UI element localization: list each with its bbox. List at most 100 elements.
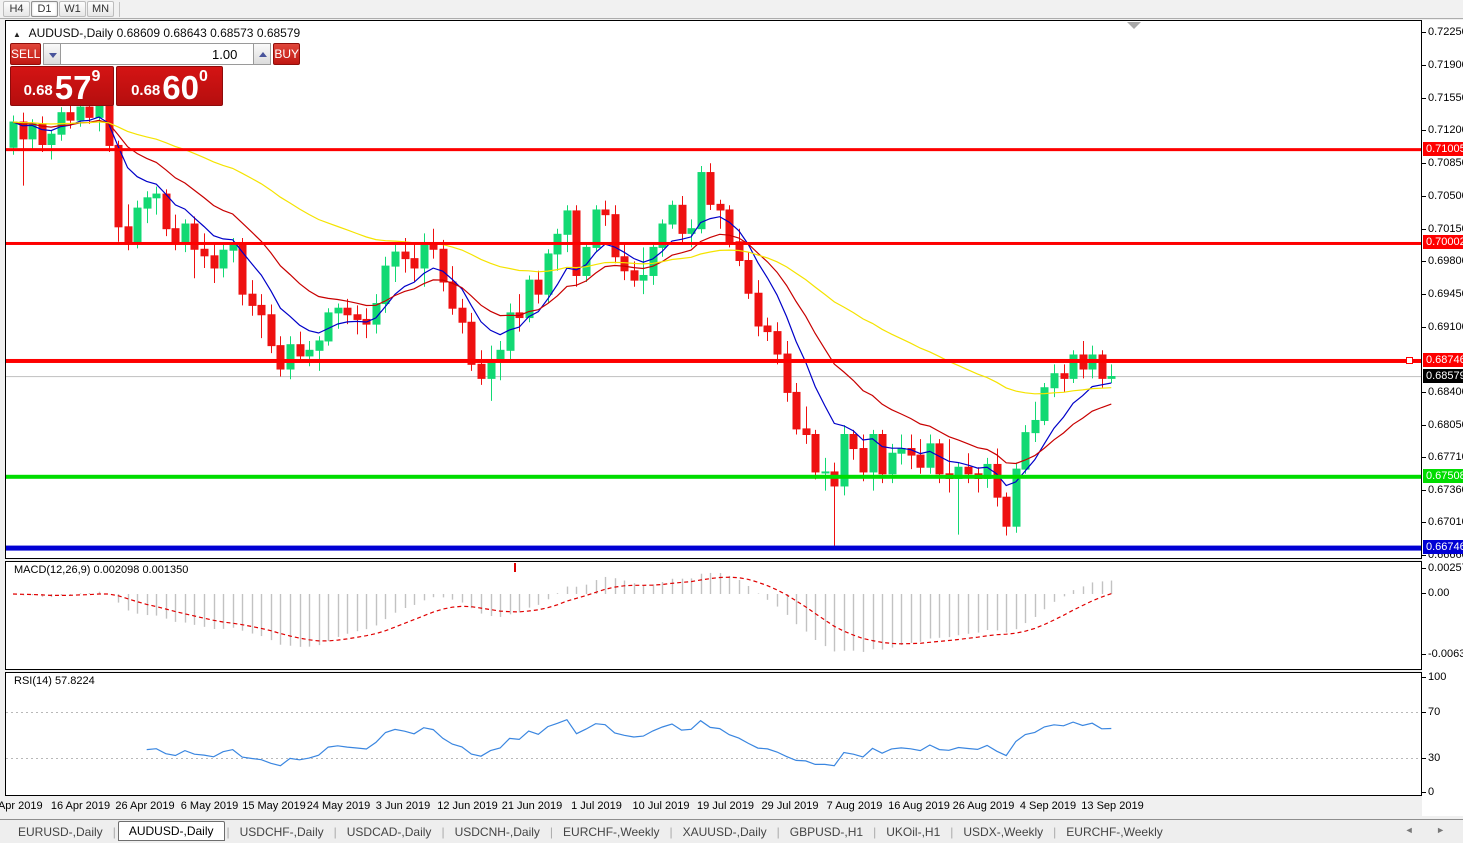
timeframe-button-w1[interactable]: W1 xyxy=(59,1,86,17)
macd-panel: MACD(12,26,9) 0.002098 0.001350 xyxy=(5,561,1422,670)
buy-button[interactable]: BUY xyxy=(273,43,301,65)
rsi-name: RSI(14) xyxy=(14,675,52,687)
hline-0.70002[interactable] xyxy=(6,241,1421,245)
candle xyxy=(448,266,457,315)
volume-input[interactable] xyxy=(61,43,254,65)
symbol-header: ▲ AUDUSD-,Daily 0.68609 0.68643 0.68573 … xyxy=(13,26,300,40)
candle xyxy=(1050,364,1059,398)
tab-usdcnh-daily[interactable]: USDCNH-,Daily xyxy=(454,824,540,839)
macd-signal-line xyxy=(12,576,1112,645)
date-label: 15 May 2019 xyxy=(242,800,306,812)
candle xyxy=(1031,401,1040,442)
candle xyxy=(410,242,419,283)
candle xyxy=(754,280,763,337)
tab-eurchf-weekly[interactable]: EURCHF-,Weekly xyxy=(1066,824,1163,839)
candle xyxy=(47,130,56,160)
candle xyxy=(1002,492,1011,536)
date-label: 7 Apr 2019 xyxy=(0,800,43,812)
sell-button[interactable]: SELL xyxy=(10,43,42,65)
candle xyxy=(783,340,792,402)
tab-eurusd-daily[interactable]: EURUSD-,Daily xyxy=(18,824,103,839)
sell-price-box[interactable]: 0.68 57 9 xyxy=(10,66,114,106)
date-label: 16 Aug 2019 xyxy=(888,800,950,812)
buy-price-box[interactable]: 0.68 60 0 xyxy=(116,66,223,106)
candle xyxy=(190,216,199,279)
candle xyxy=(974,467,983,493)
tab-usdx-weekly[interactable]: USDX-,Weekly xyxy=(963,824,1044,839)
price-tick-mark xyxy=(1422,228,1426,230)
timeframe-button-h4[interactable]: H4 xyxy=(3,1,30,17)
price-level-badge: 0.67508 xyxy=(1423,468,1463,483)
tab-separator: | xyxy=(776,824,780,839)
collapse-panel-icon[interactable]: ▲ xyxy=(13,30,21,39)
candle xyxy=(257,294,266,339)
tab-eurchf-weekly[interactable]: EURCHF-,Weekly xyxy=(563,824,660,839)
candle xyxy=(534,270,543,304)
candle xyxy=(630,261,639,287)
timeframe-button-d1[interactable]: D1 xyxy=(31,1,58,17)
hline-drag-handle[interactable] xyxy=(1406,357,1413,364)
tab-scroll-right-icon[interactable]: ► xyxy=(1436,825,1455,835)
candle xyxy=(267,304,276,354)
rsi-tick-label: 70 xyxy=(1428,705,1441,718)
price-tick-mark xyxy=(1422,392,1426,394)
tab-xauusd-daily[interactable]: XAUUSD-,Daily xyxy=(682,824,767,839)
ohlc-low: 0.68573 xyxy=(210,26,254,40)
date-label: 29 Jul 2019 xyxy=(761,800,819,812)
price-tick-mark xyxy=(1422,32,1426,34)
price-level-badge: 0.71005 xyxy=(1423,141,1463,156)
current-price-badge: 0.68579 xyxy=(1423,368,1463,383)
price-level-badge: 0.66746 xyxy=(1423,540,1463,555)
hline-0.67508[interactable] xyxy=(6,474,1421,479)
candle xyxy=(1021,425,1030,474)
date-label: 10 Jul 2019 xyxy=(632,800,690,812)
volume-decrease-button[interactable] xyxy=(43,43,62,65)
tab-usdcad-daily[interactable]: USDCAD-,Daily xyxy=(346,824,432,839)
candle xyxy=(1107,364,1116,384)
chart-scroll-marker-icon[interactable] xyxy=(1127,22,1141,29)
candle xyxy=(763,317,772,341)
price-tick-mark xyxy=(1422,489,1426,491)
candle xyxy=(210,242,219,283)
volume-increase-button[interactable] xyxy=(253,43,272,65)
timeframe-toolbar: H4 D1 W1 MN xyxy=(0,0,1463,19)
candle xyxy=(362,308,371,339)
tab-scroll-arrows[interactable]: ◄ ► xyxy=(1405,825,1455,835)
hline-0.68746[interactable] xyxy=(6,358,1421,363)
price-tick-mark xyxy=(1422,195,1426,197)
candle xyxy=(477,350,486,385)
candle xyxy=(487,345,496,401)
tab-scroll-left-icon[interactable]: ◄ xyxy=(1404,825,1424,835)
tab-gbpusd-h1[interactable]: GBPUSD-,H1 xyxy=(789,824,864,839)
candle xyxy=(706,163,715,210)
candle xyxy=(678,195,687,243)
candle xyxy=(343,298,352,325)
candle xyxy=(248,280,257,316)
tab-audusd-daily[interactable]: AUDUSD-,Daily xyxy=(117,821,225,841)
candlestick-chart xyxy=(6,98,1421,551)
timeframe-button-mn[interactable]: MN xyxy=(87,1,114,17)
hline-0.66746[interactable] xyxy=(6,545,1421,551)
candle xyxy=(38,116,47,152)
candle xyxy=(286,336,295,380)
main-chart-panel xyxy=(5,20,1422,559)
candle xyxy=(200,233,209,268)
candle xyxy=(926,434,935,474)
tab-ukoil-h1[interactable]: UKOil-,H1 xyxy=(886,824,941,839)
macd-tick-label: 0.00 xyxy=(1428,587,1450,599)
candle xyxy=(811,429,820,480)
candle xyxy=(897,434,906,465)
candle xyxy=(639,247,648,295)
hline-0.71005[interactable] xyxy=(6,148,1421,152)
ohlc-close: 0.68579 xyxy=(256,26,301,40)
tab-usdchf-daily[interactable]: USDCHF-,Daily xyxy=(239,824,324,839)
moving-average-line-0 xyxy=(12,116,1112,487)
price-level-badge: 0.68746 xyxy=(1423,352,1463,367)
moving-average-line-1 xyxy=(12,119,1112,465)
